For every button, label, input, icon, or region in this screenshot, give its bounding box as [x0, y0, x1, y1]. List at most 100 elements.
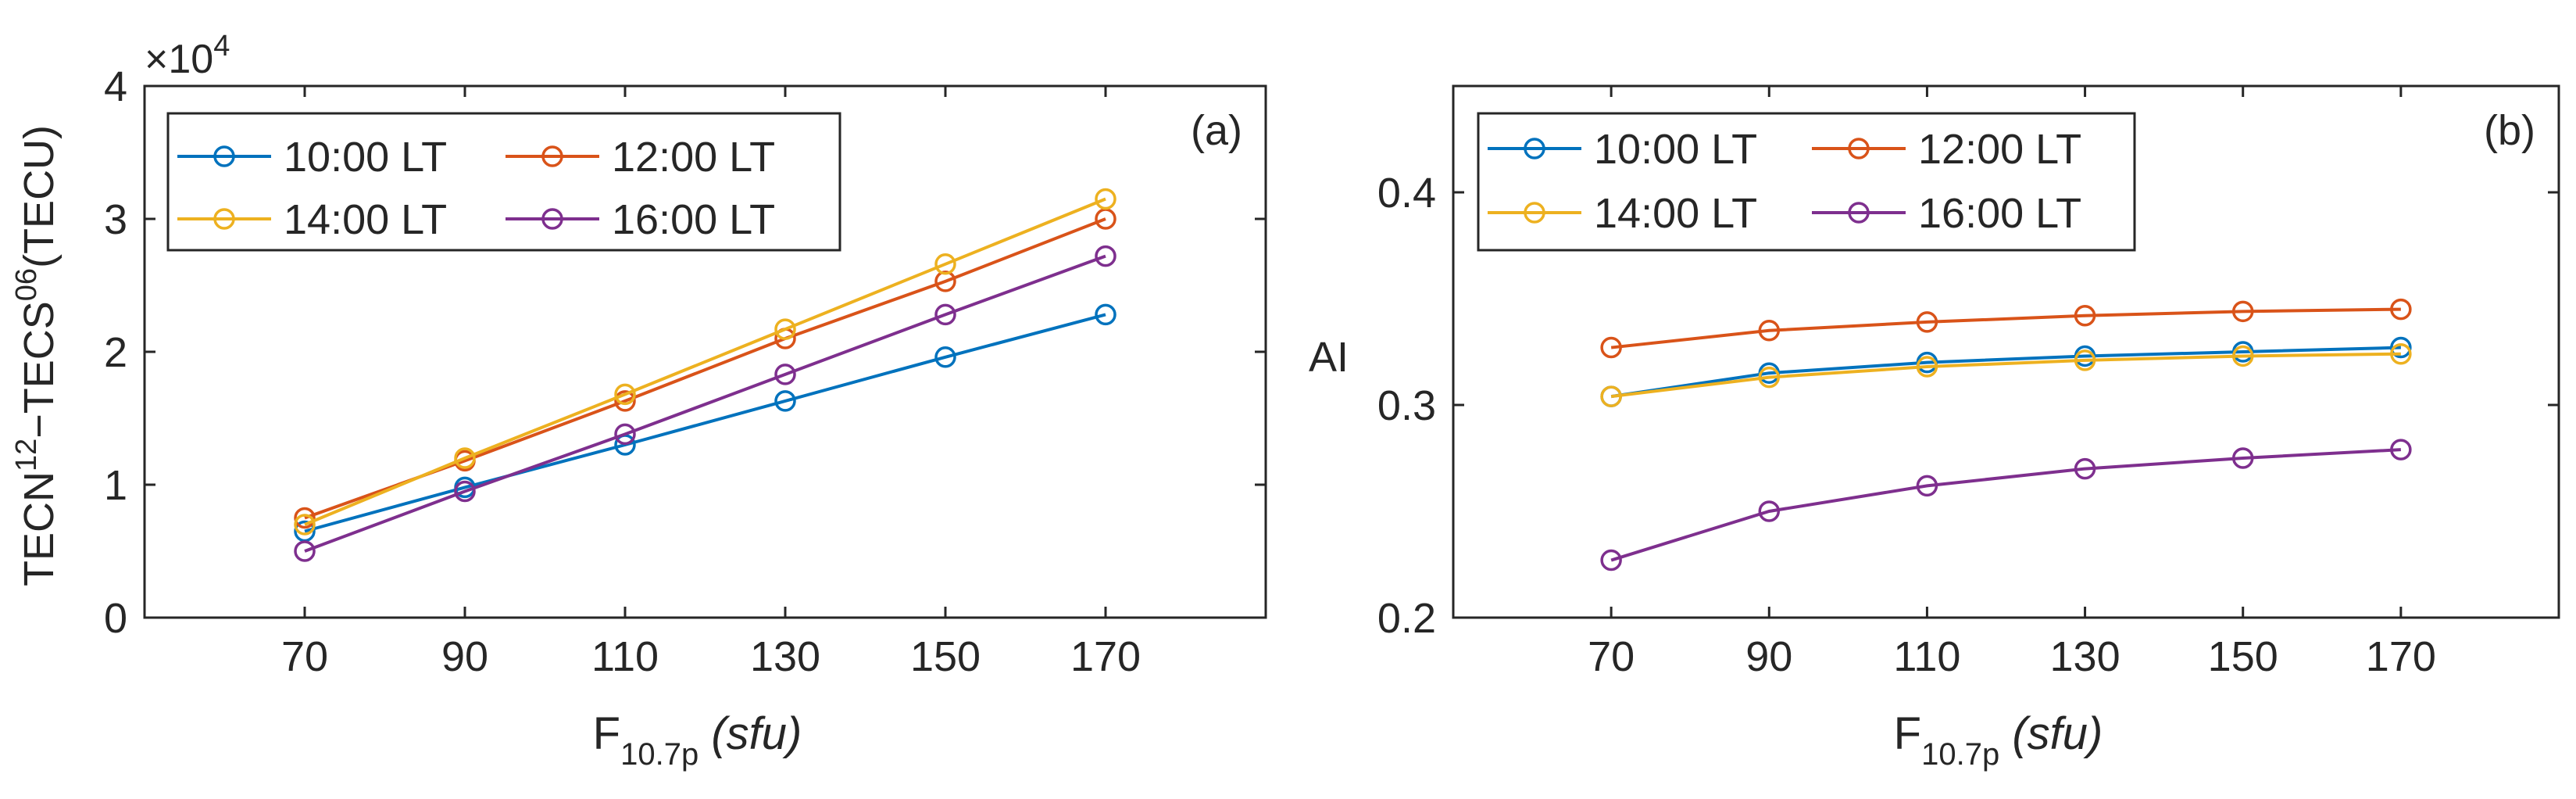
data-point — [934, 271, 956, 292]
data-point — [1916, 475, 1938, 497]
series-line — [304, 313, 1106, 533]
legend-swatch-marker — [541, 208, 563, 230]
x-tick-label: 90 — [1745, 633, 1792, 680]
legend-label: 16:00 LT — [612, 196, 775, 243]
x-tick-label: 170 — [1070, 633, 1141, 680]
legend-swatch-marker — [1848, 202, 1870, 224]
data-point — [2074, 457, 2096, 480]
data-point — [774, 364, 796, 385]
data-point — [1916, 356, 1938, 378]
legend-label: 10:00 LT — [1594, 126, 1757, 173]
legend-swatch-marker — [541, 145, 563, 167]
y-tick-label: 0.3 — [1377, 382, 1436, 429]
x-tick-label: 110 — [1893, 633, 1960, 680]
y-tick-label: 4 — [104, 63, 127, 110]
y-axis-multiplier: ×104 — [145, 30, 230, 82]
data-point — [2231, 447, 2254, 469]
x-tick-label: 110 — [591, 633, 659, 680]
data-point — [934, 346, 956, 368]
legend-swatch-marker — [1524, 202, 1545, 224]
panel-label: (b) — [2484, 107, 2535, 154]
y-axis-label: TECN12−TECS06(TECU) — [10, 125, 63, 586]
x-tick-label: 150 — [910, 633, 981, 680]
legend-swatch-marker — [213, 208, 235, 230]
data-point — [1758, 500, 1781, 522]
data-point — [1095, 245, 1117, 267]
legend-box — [1477, 112, 2136, 252]
series-16-00-lt — [1600, 439, 2412, 571]
y-tick-label: 2 — [104, 329, 127, 376]
x-tick-label: 170 — [2366, 633, 2436, 680]
legend-box — [166, 112, 841, 252]
series-line — [304, 254, 1106, 553]
legend-swatch-marker — [1524, 138, 1545, 159]
data-point — [2074, 349, 2096, 371]
x-tick-label: 130 — [2050, 633, 2120, 680]
x-tick-label: 70 — [1588, 633, 1635, 680]
data-point — [934, 253, 956, 275]
data-point — [1758, 366, 1781, 389]
series-line — [304, 197, 1106, 526]
series-line — [1610, 352, 2401, 399]
legend-label: 12:00 LT — [612, 134, 775, 181]
legend-label: 10:00 LT — [284, 134, 447, 181]
data-point — [294, 514, 316, 536]
data-point — [454, 480, 476, 503]
x-tick-label: 150 — [2208, 633, 2278, 680]
data-point — [614, 423, 636, 446]
series-12-00-lt — [1600, 298, 2412, 359]
data-point — [774, 318, 796, 340]
data-point — [1600, 336, 1622, 359]
data-point — [1916, 311, 1938, 333]
x-tick-label: 70 — [281, 633, 328, 680]
series-16-00-lt — [294, 245, 1117, 562]
panel-label: (a) — [1191, 107, 1242, 154]
data-point — [614, 390, 636, 412]
data-point — [294, 540, 316, 562]
data-point — [614, 383, 636, 406]
data-point — [2390, 298, 2412, 321]
y-tick-label: 1 — [104, 462, 127, 509]
data-point — [1095, 188, 1117, 210]
data-point — [454, 447, 476, 469]
series-10-00-lt — [294, 303, 1117, 543]
data-point — [294, 507, 316, 529]
series-14-00-lt — [1600, 342, 2412, 407]
data-point — [1758, 320, 1781, 342]
legend: 10:00 LT 12:00 LT 14:00 LT 16:00 LT — [1477, 112, 2136, 252]
data-point — [2074, 305, 2096, 327]
data-point — [2390, 336, 2412, 359]
series-14-00-lt — [294, 188, 1117, 536]
series-line — [1610, 346, 2401, 399]
y-axis-label: AI — [1309, 334, 1349, 381]
x-axis-label: F10.7p (sfu) — [1894, 708, 2103, 772]
y-tick-label: 0 — [104, 595, 127, 642]
data-point — [2231, 345, 2254, 367]
panel-b: 70 90 110 130 150 170 0.2 0.3 0.4 10:00 LT 12:00 L… — [1309, 84, 2560, 772]
y-tick-label: 3 — [104, 196, 127, 243]
legend-label: 14:00 LT — [284, 196, 447, 243]
legend-label: 12:00 LT — [1918, 126, 2081, 173]
data-point — [774, 390, 796, 412]
y-tick-label: 0.2 — [1377, 595, 1436, 642]
series-10-00-lt — [1600, 336, 2412, 407]
panel-a: 70 90 110 130 150 170 0 1 2 3 4 10:00 LT 12:00 LT 14:… — [10, 30, 1267, 772]
series-line — [1610, 307, 2401, 349]
series-12-00-lt — [294, 208, 1117, 529]
data-point — [1600, 549, 1622, 571]
data-point — [2390, 439, 2412, 460]
data-point — [2390, 342, 2412, 365]
data-point — [1095, 303, 1117, 326]
x-tick-label: 90 — [441, 633, 488, 680]
legend-label: 16:00 LT — [1918, 190, 2081, 237]
legend: 10:00 LT 12:00 LT 14:00 LT 16:00 LT — [166, 112, 841, 252]
data-point — [1600, 385, 1622, 407]
x-tick-label: 130 — [750, 633, 820, 680]
legend-swatch-marker — [1848, 138, 1870, 159]
x-axis-label: F10.7p (sfu) — [593, 708, 802, 772]
series-line — [1610, 448, 2401, 562]
data-point — [2231, 300, 2254, 323]
y-tick-label: 0.4 — [1377, 170, 1436, 217]
data-point — [934, 303, 956, 326]
